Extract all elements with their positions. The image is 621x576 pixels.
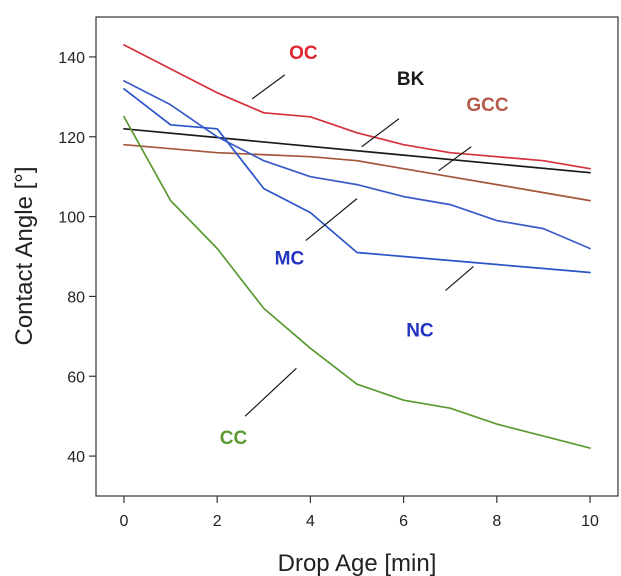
annotation-leader-mc bbox=[305, 198, 358, 241]
series-label-gcc: GCC bbox=[466, 95, 509, 116]
x-tick-label: 8 bbox=[492, 513, 501, 530]
y-tick-label: 80 bbox=[67, 289, 85, 306]
series-line-mc bbox=[123, 80, 591, 250]
series-line-cc bbox=[123, 115, 591, 449]
annotation-leader-nc bbox=[445, 266, 474, 291]
series-line-gcc bbox=[123, 143, 591, 202]
x-axis-title: Drop Age [min] bbox=[278, 550, 437, 576]
y-tick-label: 120 bbox=[58, 130, 85, 147]
x-tick-label: 0 bbox=[120, 513, 129, 530]
annotation-leader-cc bbox=[244, 367, 297, 417]
series-label-cc: CC bbox=[220, 428, 248, 449]
series-lines bbox=[123, 44, 591, 449]
series-label-nc: NC bbox=[406, 320, 434, 341]
series-line-nc bbox=[123, 88, 591, 274]
y-tick-label: 140 bbox=[58, 50, 85, 67]
series-line-bk bbox=[123, 127, 591, 174]
y-tick-label: 100 bbox=[58, 210, 85, 227]
annotation-leader-gcc bbox=[438, 146, 472, 172]
y-tick-label: 60 bbox=[67, 369, 85, 386]
series-label-bk: BK bbox=[397, 69, 425, 90]
plot-frame bbox=[95, 16, 619, 497]
series-label-mc: MC bbox=[275, 248, 305, 269]
y-axis-title: Contact Angle [°] bbox=[11, 166, 38, 345]
series-annotations: OC BK GCC MC NC CC bbox=[220, 43, 509, 449]
y-tick-label: 40 bbox=[67, 449, 85, 466]
x-tick-label: 6 bbox=[399, 513, 408, 530]
series-line-oc bbox=[123, 44, 591, 170]
x-tick-label: 2 bbox=[213, 513, 222, 530]
x-tick-label: 4 bbox=[306, 513, 315, 530]
series-label-oc: OC bbox=[289, 43, 318, 64]
annotation-leader-oc bbox=[251, 74, 286, 100]
x-tick-label: 10 bbox=[581, 513, 599, 530]
x-axis: 0 2 4 6 8 10 bbox=[120, 496, 599, 530]
annotation-leader-bk bbox=[361, 118, 400, 148]
y-axis: 40 60 80 100 120 140 bbox=[58, 50, 96, 466]
